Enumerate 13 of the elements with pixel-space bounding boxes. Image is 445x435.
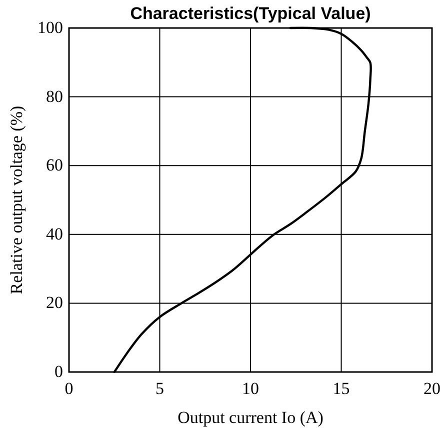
x-axis-title: Output current Io (A) (178, 408, 324, 427)
x-tick-label: 5 (156, 379, 164, 398)
y-tick-label: 80 (46, 86, 63, 106)
chart-title: Characteristics(Typical Value) (130, 4, 371, 23)
x-tick-label: 20 (424, 379, 440, 398)
x-tick-label: 15 (332, 379, 350, 398)
y-tick-label: 0 (54, 362, 63, 381)
y-axis-title: Relative output voltage (%) (7, 106, 26, 294)
y-tick-label: 20 (46, 293, 63, 312)
y-tick-label: 40 (46, 224, 63, 244)
y-tick-label: 60 (46, 156, 63, 175)
y-tick-label: 100 (38, 18, 63, 37)
x-tick-label: 10 (242, 379, 259, 398)
